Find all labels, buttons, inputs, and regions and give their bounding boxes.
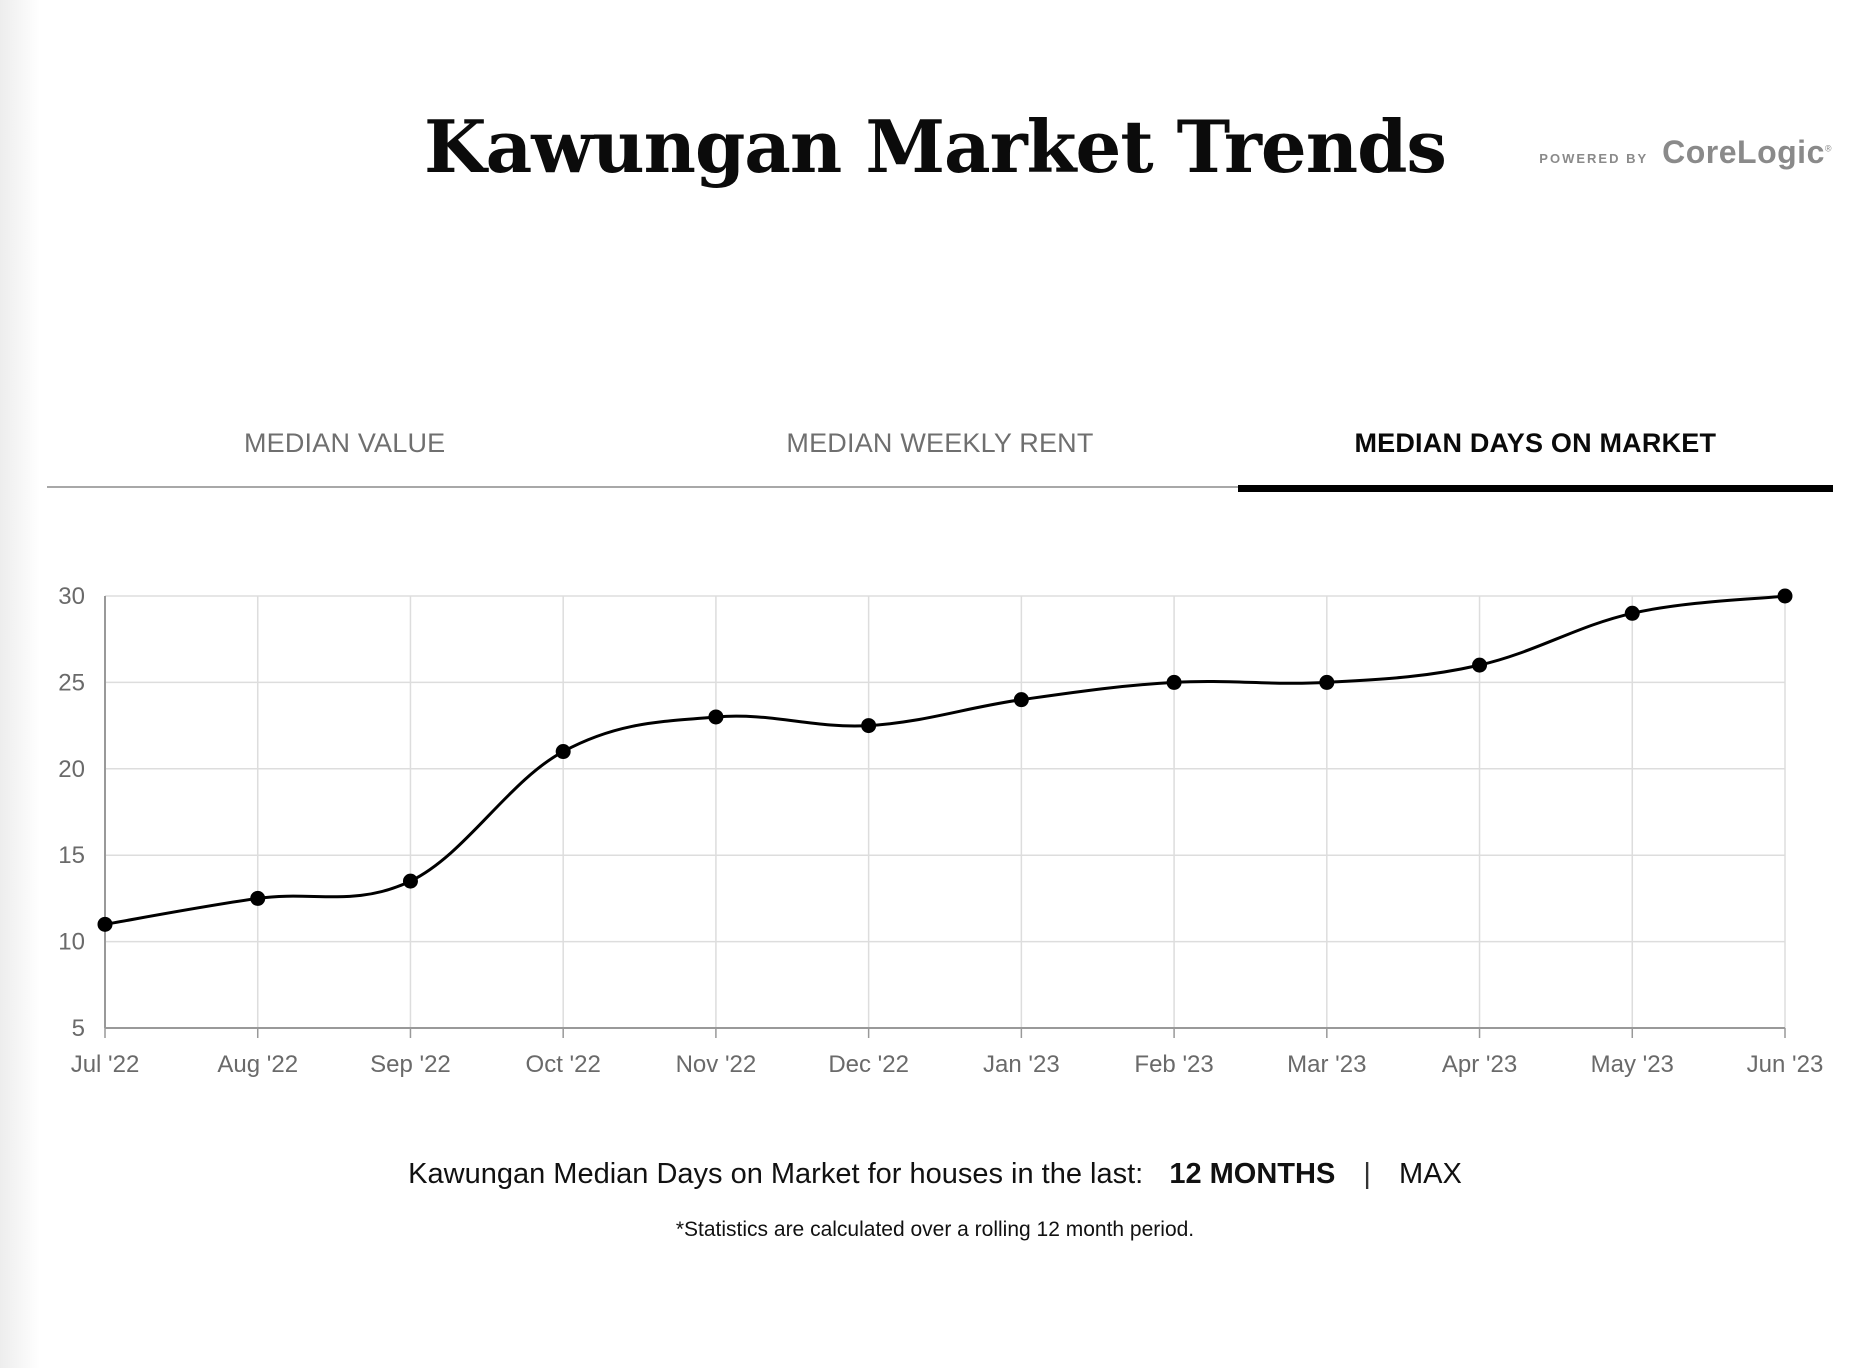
registered-mark: ® [1824, 143, 1832, 154]
data-point [708, 709, 724, 725]
x-tick-label: Apr '23 [1442, 1051, 1517, 1078]
data-point [1013, 692, 1029, 708]
x-tick-label: Jun '23 [1747, 1051, 1824, 1078]
y-tick-label: 10 [58, 929, 85, 956]
chart-series [97, 588, 1793, 932]
corelogic-brand-text: CoreLogic [1662, 134, 1825, 170]
data-point [1777, 588, 1793, 604]
period-separator: | [1363, 1158, 1371, 1190]
x-tick-label: Feb '23 [1134, 1051, 1213, 1078]
data-point [402, 873, 418, 889]
y-tick-label: 25 [58, 669, 85, 696]
chart-axes [104, 596, 1786, 1038]
x-tick-label: Sep '22 [370, 1051, 451, 1078]
days-on-market-line-chart: 5 10 15 20 25 30 Jul '22 Aug '22 Sep '22 Oct '22 N… [58, 583, 1823, 1078]
chart-tick-labels: 5 10 15 20 25 30 Jul '22 Aug '22 Sep '22 Oct '22 N… [58, 583, 1823, 1078]
x-tick-label: Jan '23 [983, 1051, 1060, 1078]
powered-by-label: POWERED BY [1539, 151, 1649, 166]
y-tick-label: 20 [58, 756, 85, 783]
tab-median-weekly-rent[interactable]: MEDIAN WEEKLY RENT [786, 427, 1094, 458]
page-title: Kawungan Market Trends [424, 104, 1447, 189]
y-tick-label: 5 [72, 1015, 85, 1042]
y-tick-label: 15 [58, 842, 85, 869]
summary-line: Kawungan Median Days on Market for house… [0, 1158, 1870, 1191]
data-point [97, 916, 113, 932]
statistics-footnote: *Statistics are calculated over a rollin… [675, 1218, 1195, 1241]
x-tick-label: Aug '22 [217, 1051, 298, 1078]
x-tick-label: Nov '22 [676, 1051, 757, 1078]
summary-text: Kawungan Median Days on Market for house… [408, 1158, 1144, 1190]
metric-tabs: MEDIAN VALUE MEDIAN WEEKLY RENT MEDIAN D… [47, 400, 1834, 492]
data-point [1624, 605, 1640, 621]
x-tick-label: May '23 [1591, 1051, 1674, 1078]
series-line [104, 594, 1786, 926]
x-tick-label: Dec '22 [828, 1051, 909, 1078]
tab-median-value[interactable]: MEDIAN VALUE [243, 427, 446, 458]
corelogic-logo: CoreLogic® [1662, 134, 1832, 171]
data-point [250, 890, 266, 906]
y-tick-label: 30 [58, 583, 85, 610]
period-12-months-button[interactable]: 12 MONTHS [1169, 1158, 1336, 1190]
powered-by-badge: POWERED BY CoreLogic® [1539, 134, 1832, 171]
data-point [1166, 674, 1182, 690]
data-point [1319, 674, 1335, 690]
tab-median-days-on-market[interactable]: MEDIAN DAYS ON MARKET [1237, 400, 1834, 492]
chart-grid [104, 595, 1786, 1029]
data-point [861, 718, 877, 734]
x-tick-label: Mar '23 [1287, 1051, 1366, 1078]
x-tick-label: Oct '22 [526, 1051, 601, 1078]
x-tick-label: Jul '22 [71, 1051, 140, 1078]
period-max-button[interactable]: MAX [1398, 1158, 1462, 1190]
page-edge-shadow [0, 0, 40, 1368]
data-point [555, 744, 571, 760]
data-point [1472, 657, 1488, 673]
